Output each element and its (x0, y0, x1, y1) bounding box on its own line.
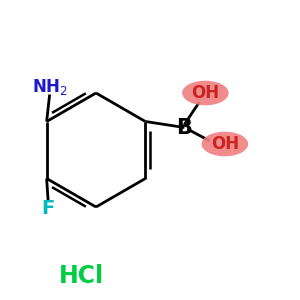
Text: HCl: HCl (58, 264, 104, 288)
Ellipse shape (182, 81, 229, 105)
Text: B: B (176, 118, 192, 137)
Text: NH$_2$: NH$_2$ (32, 77, 68, 97)
Text: F: F (41, 199, 55, 218)
Ellipse shape (202, 132, 248, 156)
Text: OH: OH (191, 84, 219, 102)
Text: OH: OH (211, 135, 239, 153)
